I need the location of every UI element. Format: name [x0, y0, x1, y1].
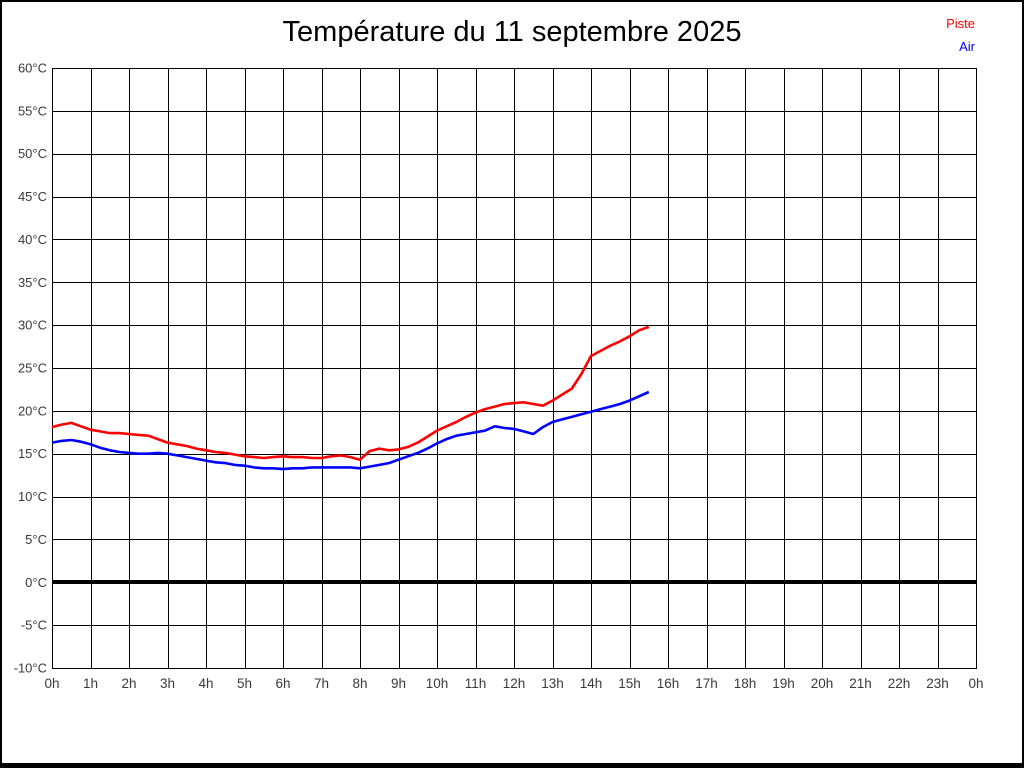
x-axis-tick-label: 0h: [44, 676, 59, 691]
y-axis-tick-label: 35°C: [18, 275, 47, 290]
y-axis-tick-label: 25°C: [18, 361, 47, 376]
chart-title: Température du 11 septembre 2025: [282, 16, 742, 48]
y-axis-tick-label: -10°C: [14, 661, 47, 676]
y-axis-tick-label: 15°C: [18, 446, 47, 461]
y-axis-tick-label: 5°C: [25, 532, 47, 547]
plot-border: [52, 68, 977, 669]
x-axis-tick-label: 11h: [465, 676, 487, 691]
y-axis-tick-label: -5°C: [21, 618, 47, 633]
y-axis-tick-label: 50°C: [18, 146, 47, 161]
chart-legend: Piste Air: [946, 12, 975, 58]
x-axis-tick-label: 7h: [314, 676, 329, 691]
x-axis-tick-label: 4h: [198, 676, 213, 691]
x-axis-tick-label: 18h: [734, 676, 757, 691]
x-axis-tick-label: 15h: [618, 676, 641, 691]
y-axis-tick-label: 0°C: [25, 575, 47, 590]
x-axis-tick-label: 21h: [849, 676, 872, 691]
y-axis-tick-label: 40°C: [18, 232, 47, 247]
y-axis-tick-label: 10°C: [18, 489, 47, 504]
x-axis-tick-label: 16h: [657, 676, 680, 691]
x-axis-tick-label: 6h: [275, 676, 290, 691]
legend-item-air: Air: [959, 39, 975, 54]
x-axis-tick-label: 1h: [83, 676, 98, 691]
x-axis-tick-label: 3h: [160, 676, 175, 691]
x-axis-tick-label: 22h: [888, 676, 911, 691]
x-axis-tick-label: 5h: [237, 676, 252, 691]
y-axis-tick-label: 55°C: [18, 103, 47, 118]
x-axis-tick-label: 8h: [352, 676, 367, 691]
x-axis-tick-label: 10h: [426, 676, 449, 691]
x-axis-tick-label: 0h: [968, 676, 983, 691]
x-axis-tick-label: 14h: [580, 676, 603, 691]
x-axis-tick-label: 13h: [541, 676, 564, 691]
y-axis-tick-label: 20°C: [18, 403, 47, 418]
y-axis-tick-label: 45°C: [18, 189, 47, 204]
x-axis-tick-label: 20h: [811, 676, 834, 691]
x-axis-tick-label: 17h: [695, 676, 718, 691]
x-axis-tick-label: 9h: [391, 676, 406, 691]
x-axis-tick-label: 2h: [121, 676, 136, 691]
x-axis-tick-label: 23h: [926, 676, 949, 691]
y-axis-tick-label: 30°C: [18, 318, 47, 333]
legend-item-piste: Piste: [946, 16, 975, 31]
x-axis-tick-label: 19h: [772, 676, 795, 691]
x-axis-tick-label: 12h: [503, 676, 526, 691]
y-axis-tick-label: 60°C: [18, 61, 47, 76]
series-line-piste: [51, 325, 650, 462]
series-line-air: [51, 390, 650, 471]
